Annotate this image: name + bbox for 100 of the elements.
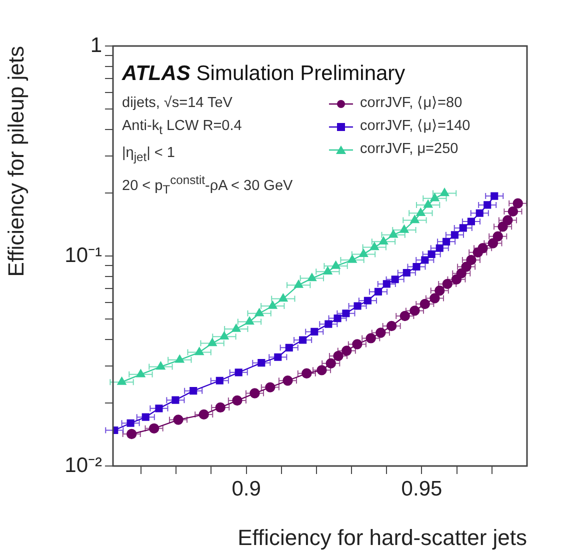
point: [376, 328, 386, 338]
point: [352, 339, 362, 350]
point: [512, 198, 523, 209]
point: [310, 328, 318, 336]
point: [282, 376, 293, 386]
point: [331, 260, 340, 269]
annotation: |η$_{jet}$| < 1: [122, 144, 176, 166]
point: [258, 359, 266, 367]
point: [326, 358, 336, 369]
point: [232, 395, 242, 406]
point: [175, 354, 184, 363]
point: [450, 231, 459, 239]
point: [442, 238, 450, 246]
point: [294, 280, 304, 288]
point: [348, 254, 357, 263]
point: [323, 266, 332, 275]
legend-label: corrJVF, ⟨μ⟩=140: [360, 117, 470, 136]
point: [382, 280, 390, 288]
point: [391, 276, 399, 284]
point: [190, 387, 198, 395]
point: [428, 250, 436, 258]
point: [316, 365, 327, 376]
point: [220, 332, 229, 340]
point: [265, 382, 276, 392]
y-tick-label: 1: [90, 34, 102, 57]
point: [476, 209, 484, 217]
point: [484, 201, 492, 209]
annotation: ATLAS Simulation Preliminary: [122, 62, 406, 86]
point: [466, 254, 476, 266]
point: [502, 215, 513, 226]
point: [436, 244, 444, 252]
point: [459, 224, 467, 232]
point: [434, 286, 445, 296]
point: [278, 294, 288, 302]
point: [424, 200, 433, 208]
point: [400, 224, 409, 233]
x-tick-label: 0.95: [401, 477, 442, 500]
point: [456, 268, 466, 278]
point: [136, 369, 146, 378]
point: [430, 193, 440, 202]
point: [400, 310, 410, 322]
point: [364, 296, 372, 304]
point: [254, 308, 264, 316]
point: [268, 300, 278, 309]
point: [333, 350, 344, 362]
point: [490, 192, 498, 200]
point: [117, 376, 126, 385]
point: [379, 236, 388, 245]
point: [420, 298, 430, 310]
point: [173, 414, 184, 425]
point: [492, 231, 503, 242]
point: [208, 338, 217, 346]
point: [126, 428, 137, 440]
point: [142, 413, 150, 421]
point: [148, 423, 160, 434]
point: [342, 310, 350, 318]
annotation: dijets, √s=14 TeV: [122, 94, 234, 113]
point: [467, 218, 475, 226]
point: [324, 320, 332, 328]
point: [234, 368, 242, 376]
point: [302, 368, 312, 379]
point: [156, 362, 166, 370]
point: [215, 402, 226, 413]
point: [388, 230, 398, 238]
point: [421, 256, 429, 264]
point: [386, 320, 397, 332]
point: [402, 268, 410, 277]
x-tick-label: 0.9: [232, 477, 261, 500]
legend-label: corrJVF, ⟨μ⟩=80: [360, 94, 462, 113]
y-tick-label: 10⁻¹: [64, 244, 102, 267]
y-tick-label: 10⁻²: [64, 454, 102, 477]
point: [334, 314, 342, 322]
y-axis-title: Efficiency for pileup jets: [3, 46, 28, 277]
annotation: Anti-k$_{t}$ LCW R=0.4: [122, 117, 243, 139]
point: [410, 215, 420, 224]
point: [244, 316, 254, 325]
point: [194, 347, 204, 356]
annotation: 20 < p$_{T}$$^{constit}$-ρA < 30 GeV: [122, 172, 293, 198]
point: [412, 262, 420, 271]
point: [370, 242, 379, 250]
point: [172, 396, 180, 404]
point: [442, 278, 452, 290]
point: [359, 249, 368, 258]
point: [440, 188, 450, 196]
point: [430, 293, 440, 304]
legend-label: corrJVF, μ=250: [360, 140, 458, 159]
point: [216, 376, 224, 384]
point: [374, 288, 382, 296]
point: [342, 346, 352, 356]
x-axis-title: Efficiency for hard-scatter jets: [238, 524, 527, 550]
point: [274, 353, 282, 361]
point: [250, 388, 260, 398]
point: [461, 262, 472, 272]
point: [198, 409, 209, 420]
point: [410, 306, 420, 316]
point: [488, 238, 498, 248]
point: [307, 273, 316, 282]
point: [416, 208, 426, 216]
point: [299, 336, 307, 344]
point: [155, 404, 163, 412]
